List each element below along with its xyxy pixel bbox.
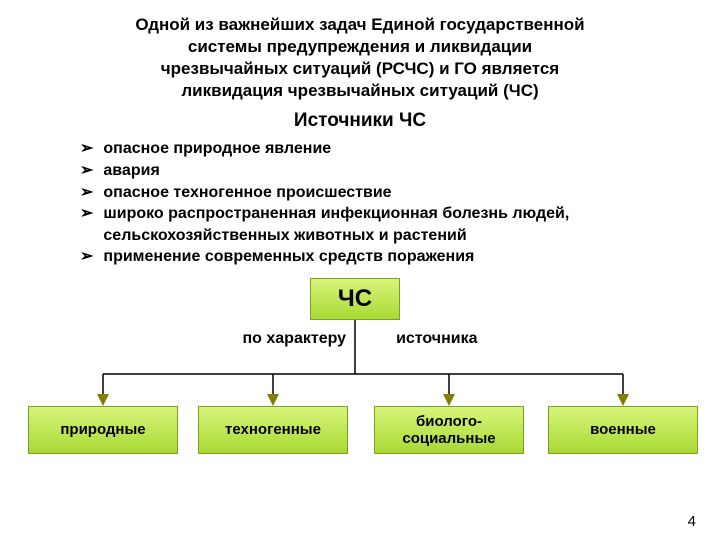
bullet-icon: ➢ (80, 246, 93, 268)
bullet-text: применение современных средств поражения (103, 246, 474, 268)
tree-leaf-node: природные (28, 406, 178, 454)
title-line: Одной из важнейших задач Единой государс… (70, 14, 650, 36)
tree-leaf-node: военные (548, 406, 698, 454)
page-number: 4 (688, 513, 696, 530)
bullet-icon: ➢ (80, 203, 93, 225)
list-item: ➢ широко распространенная инфекционная б… (80, 203, 660, 246)
list-item: ➢ опасное природное явление (80, 138, 660, 160)
mid-label: источника (396, 330, 477, 348)
bullet-icon: ➢ (80, 160, 93, 182)
tree-diagram: ЧС по характеру источника природные техн… (0, 276, 720, 496)
bullet-text: широко распространенная инфекционная бол… (103, 203, 660, 246)
list-item: ➢ применение современных средств поражен… (80, 246, 660, 268)
tree-leaf-node: биолого-социальные (374, 406, 524, 454)
subtitle: Источники ЧС (0, 110, 720, 132)
title-line: системы предупреждения и ликвидации (70, 36, 650, 58)
list-item: ➢ опасное техногенное происшествие (80, 182, 660, 204)
title-line: чрезвычайных ситуаций (РСЧС) и ГО являет… (70, 58, 650, 80)
bullet-icon: ➢ (80, 182, 93, 204)
list-item: ➢ авария (80, 160, 660, 182)
title-line: ликвидация чрезвычайных ситуаций (ЧС) (70, 80, 650, 102)
tree-leaf-node: техногенные (198, 406, 348, 454)
tree-root-node: ЧС (310, 278, 400, 320)
bullet-text: опасное природное явление (103, 138, 331, 160)
bullet-text: опасное техногенное происшествие (103, 182, 391, 204)
tree-mid-labels: по характеру источника (0, 330, 720, 348)
mid-label: по характеру (243, 330, 347, 348)
bullet-list: ➢ опасное природное явление ➢ авария ➢ о… (0, 132, 720, 274)
bullet-icon: ➢ (80, 138, 93, 160)
bullet-text: авария (103, 160, 159, 182)
title-block: Одной из важнейших задач Единой государс… (0, 0, 720, 106)
